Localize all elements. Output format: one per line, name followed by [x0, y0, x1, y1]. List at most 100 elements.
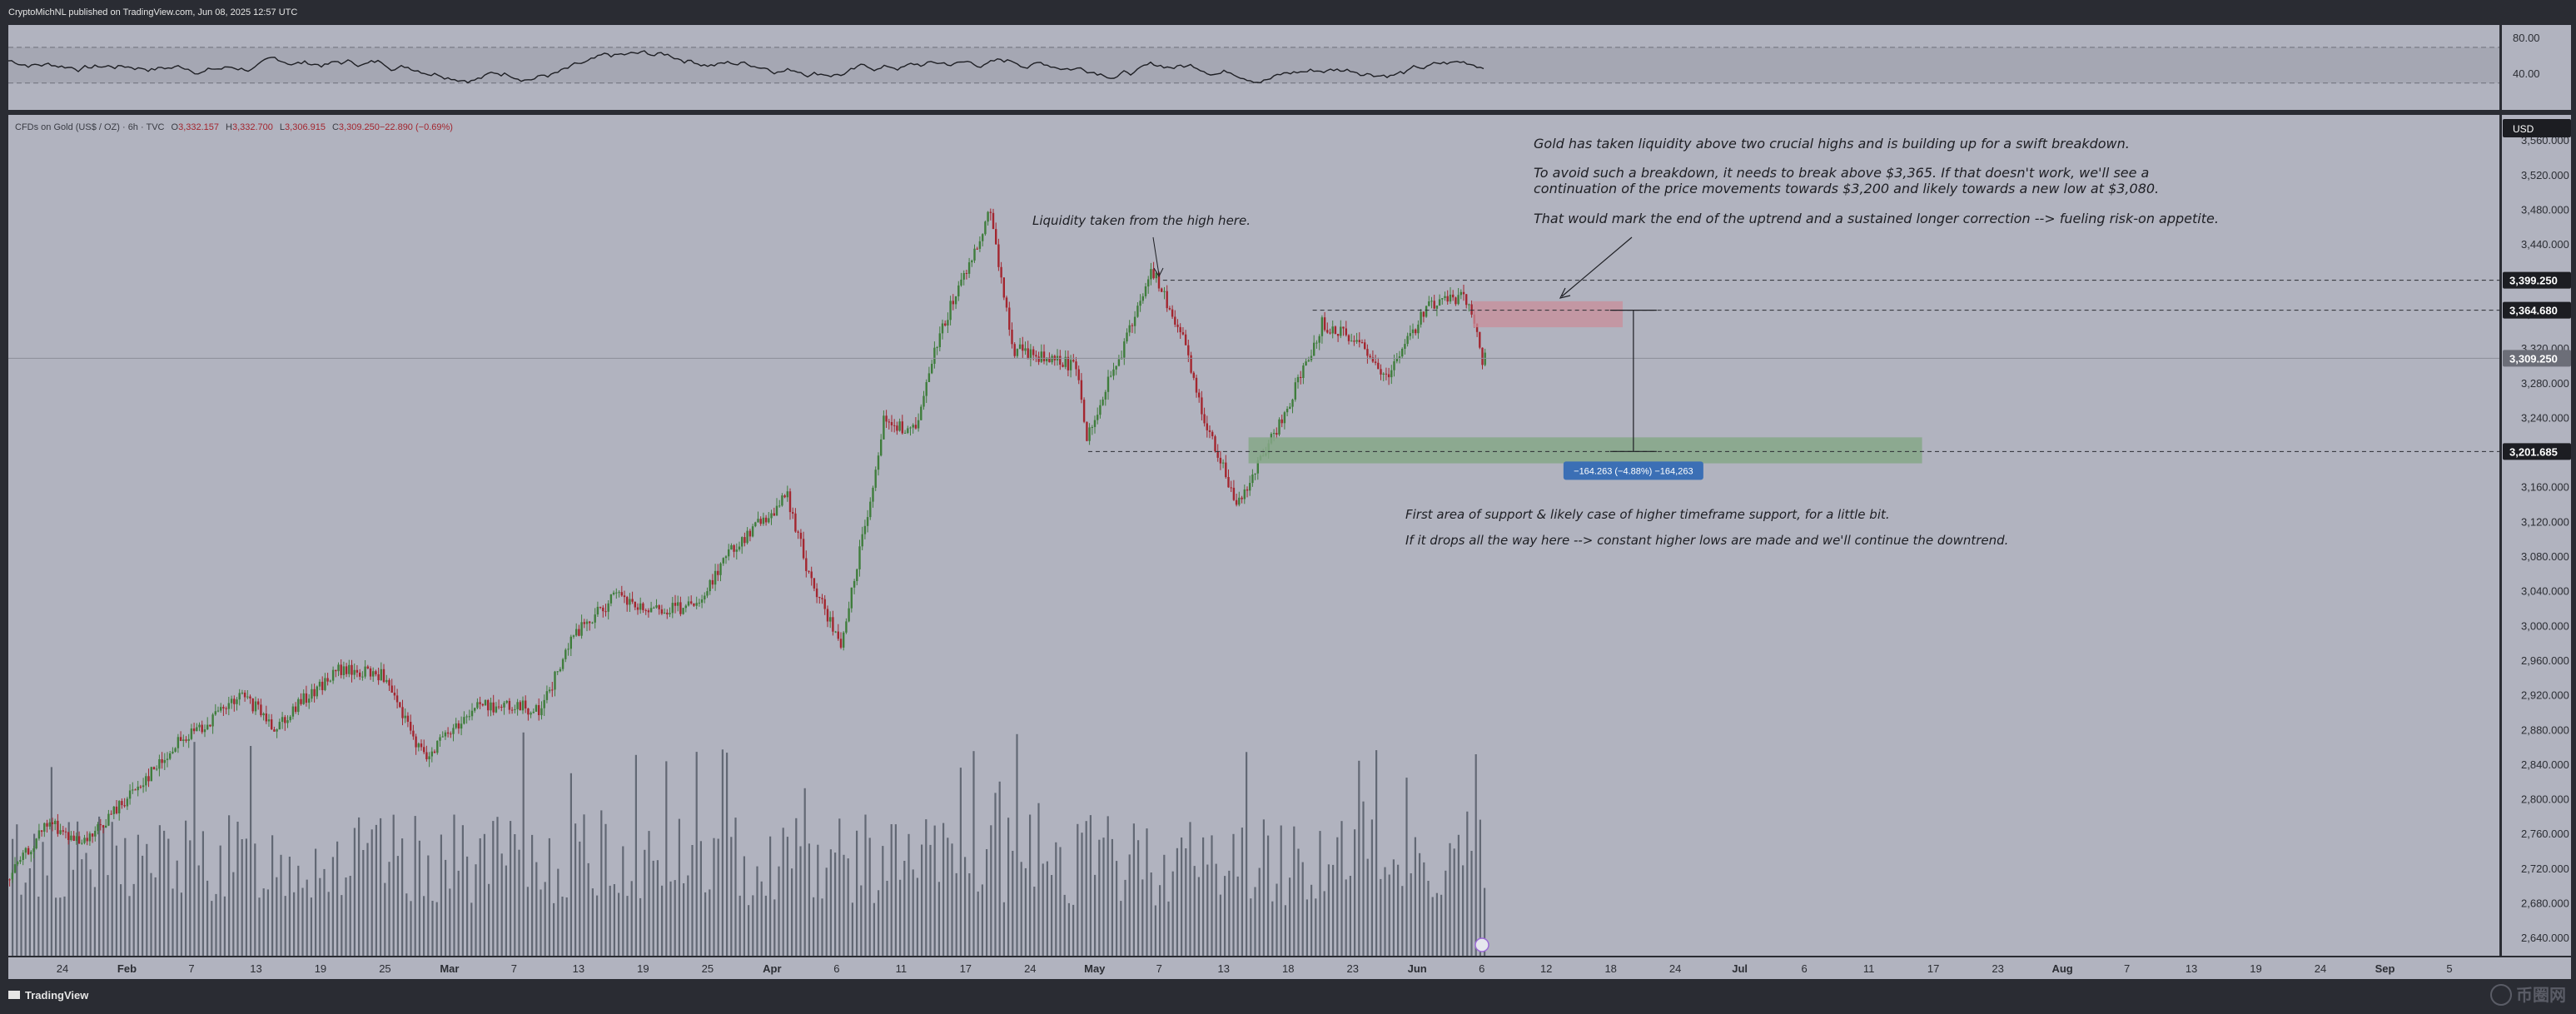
candle-body — [246, 696, 249, 698]
candle-body — [719, 563, 722, 575]
candle-body — [741, 537, 743, 547]
time-axis-label: 11 — [896, 962, 908, 975]
time-axis-label: 7 — [2124, 962, 2130, 975]
volume-bar — [197, 865, 200, 956]
volume-bar — [193, 742, 196, 956]
candle-body — [337, 664, 340, 672]
candle-body — [548, 689, 551, 692]
candle-body — [965, 273, 968, 274]
volume-bar — [709, 889, 711, 956]
candle-body — [684, 605, 687, 609]
volume-bar — [1340, 821, 1343, 956]
volume-bar — [1453, 848, 1455, 956]
time-axis-pane[interactable] — [8, 957, 2571, 979]
volume-bar — [284, 896, 286, 956]
volume-bar — [864, 814, 867, 956]
candle-body — [147, 776, 150, 782]
volume-bar — [1150, 872, 1152, 956]
candle-body — [1326, 330, 1329, 333]
candle-body — [992, 212, 995, 230]
ohlc-value-O: 3,332.157 — [178, 122, 219, 132]
candle-body — [971, 260, 973, 263]
candle-body — [669, 613, 671, 614]
volume-bar — [540, 889, 542, 956]
time-axis-label: 17 — [1927, 962, 1939, 975]
candle-body — [201, 724, 203, 733]
support-note: First area of support & likely case of h… — [1405, 507, 1890, 522]
volume-bar — [63, 896, 66, 956]
candle-body — [1110, 375, 1112, 377]
price-tag-3364680[interactable] — [2503, 301, 2571, 319]
candle-body — [351, 664, 353, 675]
price-axis-label: 3,080.000 — [2521, 550, 2569, 563]
candles[interactable] — [8, 208, 1486, 887]
volume-bar — [232, 872, 235, 956]
candle-body — [880, 439, 883, 456]
volume-bar — [1457, 834, 1460, 956]
volume-bar — [1132, 823, 1135, 956]
volume-bar — [1362, 801, 1365, 956]
volume-bar — [752, 895, 754, 956]
volume-bar — [1401, 886, 1404, 956]
candle-body — [254, 701, 257, 712]
time-axis-label: 13 — [1218, 962, 1230, 975]
candle-body — [118, 801, 121, 813]
candle-body — [410, 722, 412, 731]
candle-body — [128, 790, 132, 799]
volume-bar — [107, 875, 109, 956]
candle-body — [260, 704, 262, 716]
volume-bar — [1211, 835, 1213, 956]
volume-bar — [916, 877, 918, 956]
volume-bar — [1419, 852, 1421, 956]
candle-body — [1022, 344, 1024, 351]
volume-bar — [778, 866, 780, 956]
candle-body — [1163, 291, 1166, 292]
candle-body — [1211, 431, 1214, 436]
volume-bar — [319, 877, 321, 956]
candle-body — [359, 672, 361, 677]
candle-body — [1232, 487, 1236, 500]
candle-body — [604, 611, 607, 613]
volume-bar — [488, 883, 490, 956]
measure-label: −164.263 (−4.88%) −164,263 — [1574, 466, 1693, 476]
currency-badge[interactable] — [2503, 119, 2571, 137]
volume-bar — [756, 866, 758, 956]
measure-label-box[interactable] — [1563, 461, 1703, 480]
candle-body — [192, 728, 196, 732]
candle-body — [262, 713, 265, 716]
candle-body — [1195, 377, 1198, 393]
candle-body — [284, 717, 286, 723]
price-tag-3201685[interactable] — [2503, 443, 2571, 460]
time-axis-label: 12 — [1540, 962, 1552, 975]
volume-bar — [609, 885, 611, 956]
candle-body — [24, 847, 27, 853]
volume-bar — [1163, 854, 1166, 956]
candle-body — [510, 709, 514, 711]
price-axis-label: 3,040.000 — [2521, 585, 2569, 598]
candle-body — [203, 729, 206, 733]
volume-bar — [1007, 818, 1010, 956]
volume-bar — [1280, 825, 1282, 956]
demand-zone[interactable] — [1248, 437, 1922, 464]
price-tag-3309250[interactable] — [2503, 350, 2571, 367]
volume-bar — [1046, 861, 1048, 956]
candle-body — [962, 273, 965, 280]
volume-bar — [1215, 863, 1217, 956]
price-pane[interactable] — [8, 115, 2499, 956]
candle-body — [430, 751, 433, 757]
ohlc-key-L: L — [280, 122, 285, 132]
candle-body — [105, 825, 107, 828]
candle-body — [1441, 298, 1444, 300]
candle-body — [222, 707, 225, 708]
candle-body — [1347, 335, 1350, 341]
price-tag-3399250[interactable] — [2503, 271, 2571, 289]
event-marker-icon[interactable] — [1474, 937, 1489, 952]
supply-zone[interactable] — [1473, 301, 1624, 328]
candle-body — [1147, 279, 1150, 287]
candle-body — [388, 679, 390, 686]
candle-body — [914, 425, 918, 429]
candle-body — [1230, 487, 1232, 489]
price-axis-pane[interactable] — [2502, 115, 2571, 956]
